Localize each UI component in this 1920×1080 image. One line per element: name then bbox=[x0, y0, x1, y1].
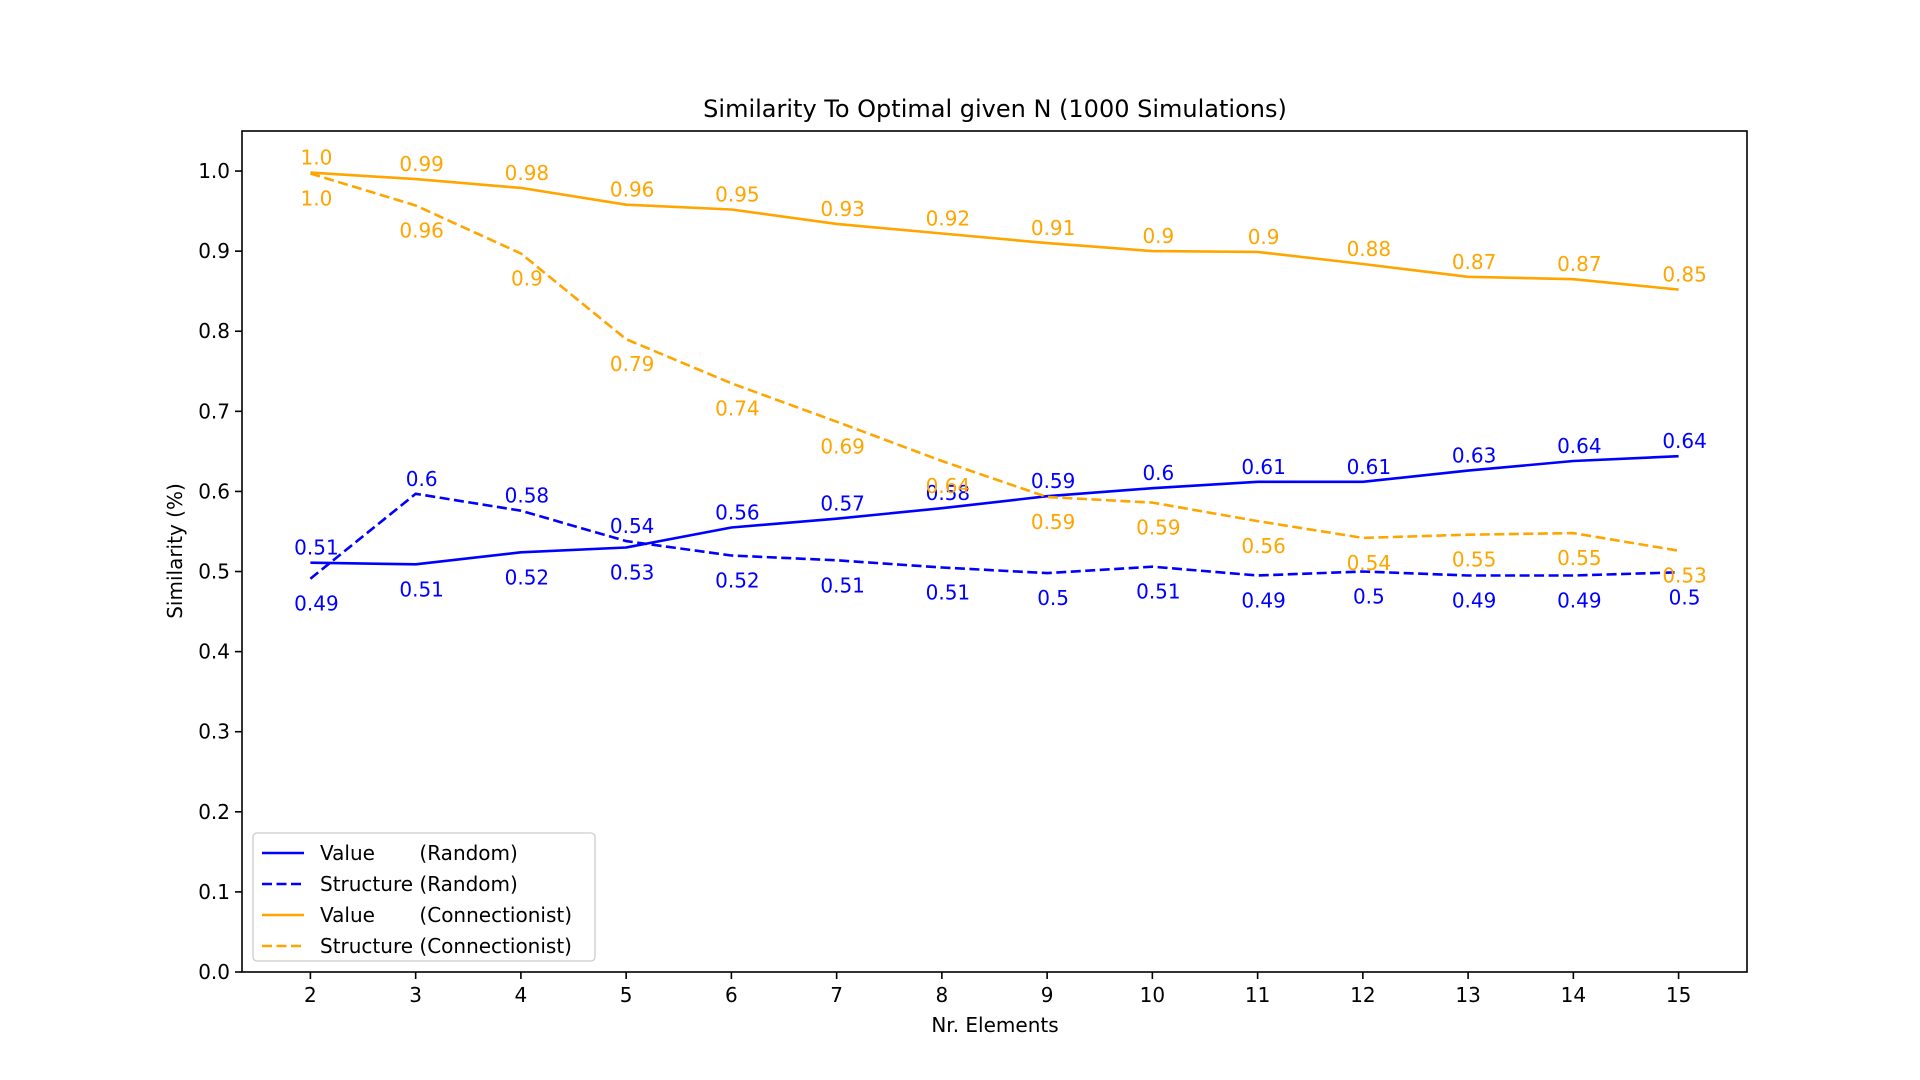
data-label: 0.98 bbox=[505, 161, 550, 185]
legend-label: Structure (Random) bbox=[320, 872, 518, 896]
data-label: 0.52 bbox=[505, 565, 550, 589]
data-label: 0.57 bbox=[820, 492, 865, 516]
legend: Value (Random) Structure (Random) Value (C… bbox=[253, 833, 595, 961]
x-tick-label: 4 bbox=[515, 983, 528, 1007]
x-tick-label: 12 bbox=[1350, 983, 1375, 1007]
data-label: 0.59 bbox=[1136, 516, 1181, 540]
x-tick-label: 5 bbox=[620, 983, 633, 1007]
data-label: 0.85 bbox=[1662, 263, 1707, 287]
x-tick-label: 8 bbox=[936, 983, 949, 1007]
data-label: 0.9 bbox=[1248, 225, 1280, 249]
data-label: 0.55 bbox=[1557, 546, 1602, 570]
data-label: 0.54 bbox=[610, 514, 655, 538]
data-label: 0.49 bbox=[1557, 589, 1602, 613]
legend-label: Structure (Connectionist) bbox=[320, 934, 572, 958]
data-label: 0.88 bbox=[1347, 237, 1392, 261]
data-label: 0.53 bbox=[610, 560, 655, 584]
data-label: 0.61 bbox=[1347, 455, 1392, 479]
data-label: 0.5 bbox=[1353, 585, 1385, 609]
data-label: 0.54 bbox=[1347, 551, 1392, 575]
series-layer bbox=[310, 173, 1678, 579]
x-tick-label: 11 bbox=[1245, 983, 1270, 1007]
y-tick-label: 1.0 bbox=[198, 159, 230, 183]
y-axis-label: Similarity (%) bbox=[163, 483, 187, 619]
data-label: 0.51 bbox=[1136, 580, 1181, 604]
data-label: 0.87 bbox=[1452, 250, 1497, 274]
data-label: 0.49 bbox=[1452, 589, 1497, 613]
data-label: 0.51 bbox=[399, 577, 444, 601]
x-tick-label: 9 bbox=[1041, 983, 1054, 1007]
data-label: 0.79 bbox=[610, 352, 655, 376]
data-label: 0.49 bbox=[294, 592, 339, 616]
data-label: 0.5 bbox=[1669, 585, 1701, 609]
y-tick-label: 0.5 bbox=[198, 560, 230, 584]
chart-title: Similarity To Optimal given N (1000 Simu… bbox=[703, 95, 1287, 123]
y-tick-label: 0.0 bbox=[198, 960, 230, 984]
x-tick-label: 7 bbox=[830, 983, 843, 1007]
data-label: 0.59 bbox=[1031, 510, 1076, 534]
legend-label: Value (Connectionist) bbox=[320, 903, 572, 927]
data-label: 0.52 bbox=[715, 569, 760, 593]
data-label: 0.64 bbox=[1557, 434, 1602, 458]
data-label: 0.93 bbox=[820, 197, 865, 221]
data-label: 0.6 bbox=[1142, 461, 1174, 485]
x-axis: 2 3 4 5 6 7 8 9 10 11 12 13 14 15 bbox=[304, 972, 1691, 1007]
data-label: 0.92 bbox=[926, 207, 971, 231]
x-tick-label: 6 bbox=[725, 983, 738, 1007]
data-label: 0.91 bbox=[1031, 216, 1076, 240]
data-label: 0.55 bbox=[1452, 548, 1497, 572]
y-tick-label: 0.2 bbox=[198, 800, 230, 824]
data-label: 0.56 bbox=[1241, 534, 1286, 558]
y-tick-label: 0.4 bbox=[198, 640, 230, 664]
data-label: 0.9 bbox=[511, 267, 543, 291]
x-tick-label: 14 bbox=[1561, 983, 1586, 1007]
data-label: 0.99 bbox=[399, 152, 444, 176]
legend-label: Value (Random) bbox=[320, 841, 518, 865]
data-label: 0.96 bbox=[610, 178, 655, 202]
y-tick-label: 0.1 bbox=[198, 880, 230, 904]
data-label: 0.58 bbox=[505, 484, 550, 508]
data-labels-layer: 0.51 0.51 0.52 0.53 0.56 0.57 0.58 0.59 0.6 0.61 0… bbox=[294, 146, 1707, 616]
data-label: 0.56 bbox=[715, 500, 760, 524]
data-label: 1.0 bbox=[301, 186, 333, 210]
data-label: 0.74 bbox=[715, 396, 760, 420]
data-label: 0.64 bbox=[926, 474, 971, 498]
data-label: 0.9 bbox=[1142, 224, 1174, 248]
data-label: 0.5 bbox=[1037, 586, 1069, 610]
y-tick-label: 0.3 bbox=[198, 720, 230, 744]
data-label: 0.61 bbox=[1241, 455, 1286, 479]
data-label: 0.69 bbox=[820, 435, 865, 459]
x-tick-label: 3 bbox=[409, 983, 422, 1007]
data-label: 0.87 bbox=[1557, 252, 1602, 276]
data-label: 0.95 bbox=[715, 182, 760, 206]
y-tick-label: 0.7 bbox=[198, 399, 230, 423]
x-tick-label: 2 bbox=[304, 983, 317, 1007]
x-axis-label: Nr. Elements bbox=[931, 1013, 1058, 1037]
x-tick-label: 13 bbox=[1455, 983, 1480, 1007]
data-label: 0.51 bbox=[926, 581, 971, 605]
data-label: 0.59 bbox=[1031, 469, 1076, 493]
x-tick-label: 10 bbox=[1140, 983, 1165, 1007]
data-label: 1.0 bbox=[301, 146, 333, 170]
data-label: 0.6 bbox=[406, 467, 438, 491]
data-label: 0.53 bbox=[1662, 564, 1707, 588]
y-tick-label: 0.9 bbox=[198, 239, 230, 263]
data-label: 0.96 bbox=[399, 218, 444, 242]
data-label: 0.51 bbox=[294, 536, 339, 560]
data-label: 0.63 bbox=[1452, 444, 1497, 468]
y-tick-label: 0.6 bbox=[198, 479, 230, 503]
data-label: 0.51 bbox=[820, 573, 865, 597]
y-tick-label: 0.8 bbox=[198, 319, 230, 343]
data-label: 0.64 bbox=[1662, 429, 1707, 453]
data-label: 0.49 bbox=[1241, 589, 1286, 613]
x-tick-label: 15 bbox=[1666, 983, 1691, 1007]
y-axis: 0.0 0.1 0.2 0.3 0.4 0.5 0.6 0.7 0.8 0.9 1.0 bbox=[198, 159, 242, 984]
